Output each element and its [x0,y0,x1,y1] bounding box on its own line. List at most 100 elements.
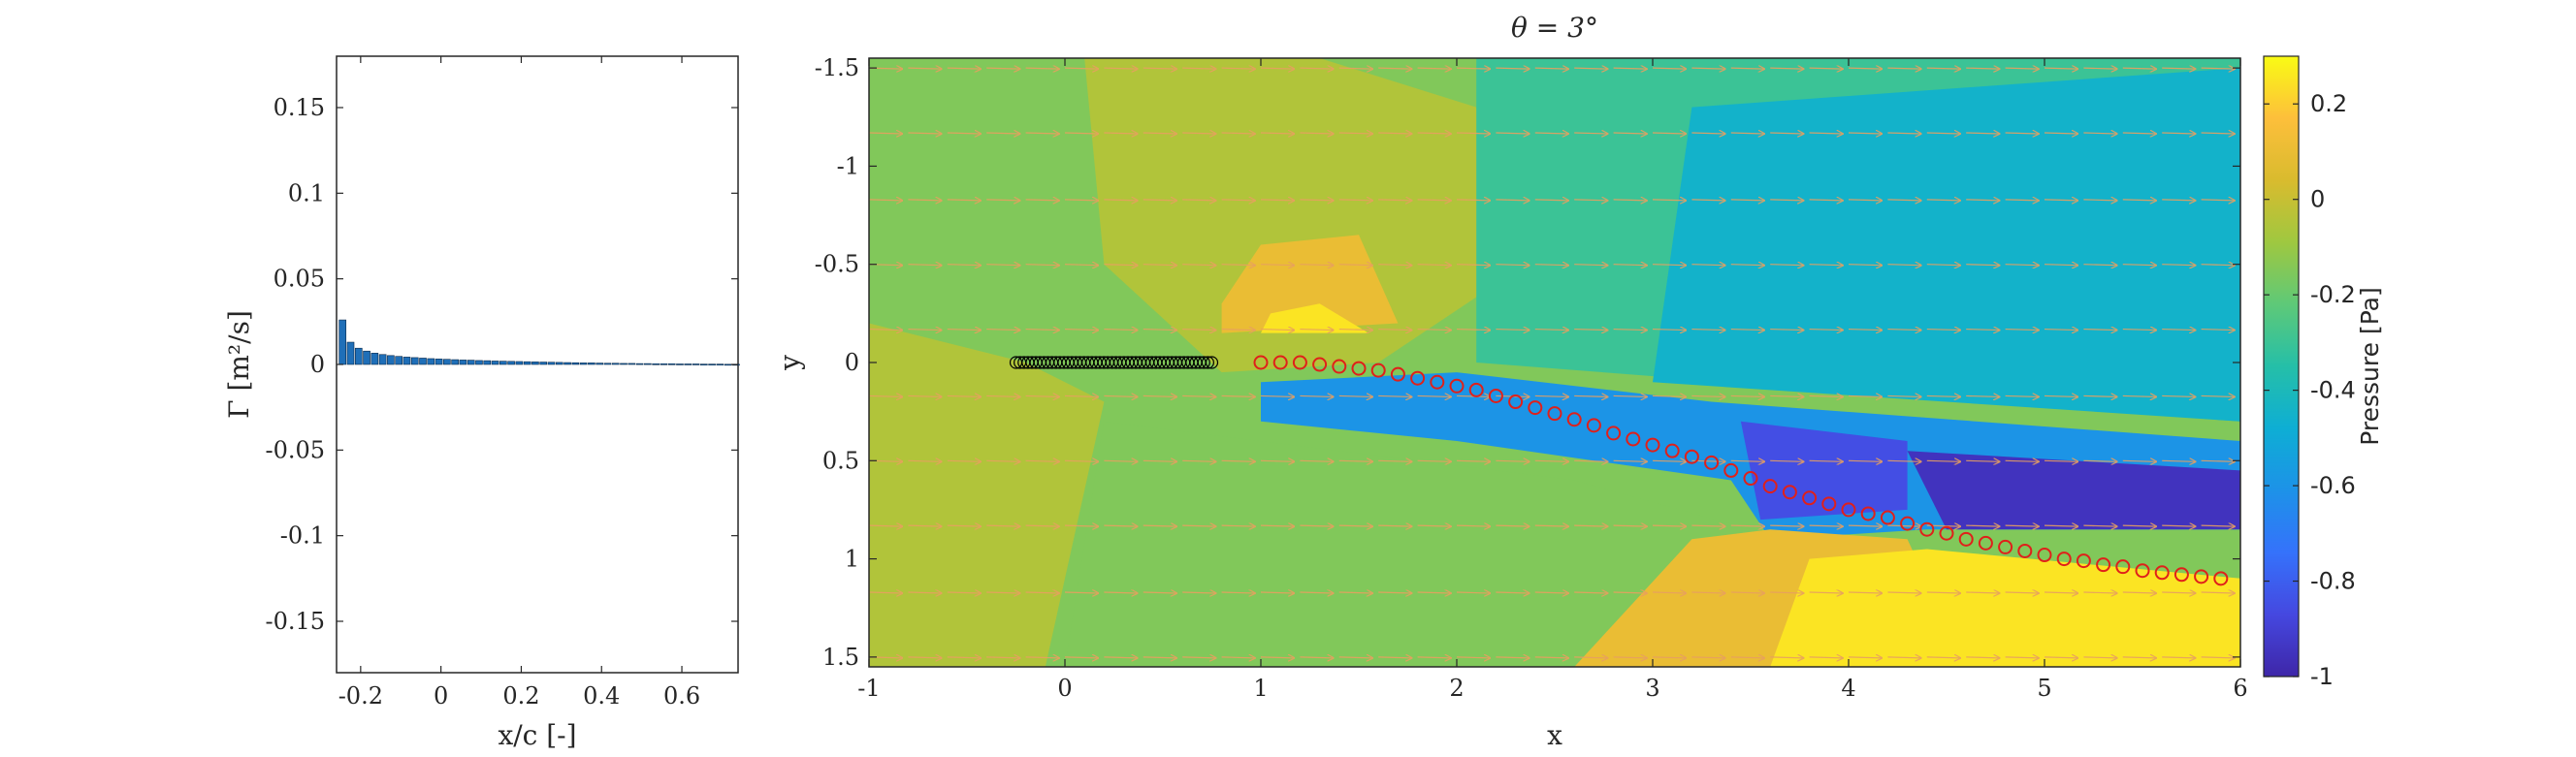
velocity-arrow [1025,657,1059,658]
velocity-arrow [1025,460,1059,461]
velocity-arrow [1926,68,1960,69]
velocity-arrow [947,460,981,461]
velocity-arrow [1300,657,1333,658]
velocity-arrow [1691,592,1724,593]
velocity-arrow [1848,133,1882,134]
velocity-arrow [1809,525,1843,526]
velocity-arrow [1378,657,1411,658]
wake-vortex [1626,431,1641,447]
velocity-arrow [1417,525,1451,526]
velocity-arrow [1652,525,1686,526]
wake-vortex [1704,455,1720,470]
velocity-arrow [1966,200,1999,201]
velocity-arrow [1809,592,1843,593]
x-tick-label: 0 [434,682,448,710]
velocity-arrow [908,68,941,69]
wake-vortex [2076,553,2091,569]
velocity-arrow [1221,657,1255,658]
velocity-arrow [1182,460,1215,461]
velocity-arrow [2083,460,2116,461]
wake-vortex [1528,400,1543,416]
velocity-arrow [1613,68,1647,69]
x-tick-label: -0.2 [338,682,383,710]
x-tick-label: 1 [1253,675,1268,702]
velocity-arrow [2162,330,2195,331]
velocity-arrow [2083,395,2116,396]
bar [579,363,588,365]
velocity-arrow [1064,395,1098,396]
velocity-arrow [1730,68,1764,69]
velocity-arrow [1652,133,1686,134]
velocity-arrow [1064,657,1098,658]
velocity-arrow [1926,133,1960,134]
velocity-arrow [947,657,981,658]
wake-vortex [1586,418,1601,433]
wake-vortex [1566,412,1582,427]
circulation-bar-chart: -0.2 0 0.2 0.4 0.6 0.15 0.1 0.05 0 -0.05 -0.1 -0.1… [223,55,740,751]
velocity-arrow [908,265,941,266]
velocity-arrow [1613,657,1647,658]
velocity-arrow [1064,525,1098,526]
velocity-arrow [1534,592,1568,593]
bar [354,347,363,365]
x-tick-label: 4 [1841,675,1855,702]
velocity-arrow [2083,592,2116,593]
velocity-arrow [1417,395,1451,396]
velocity-arrow [1417,68,1451,69]
wake-vortex [1645,437,1660,453]
bar [603,363,612,365]
velocity-arrow [2005,657,2039,658]
x-tick-label: 0.4 [583,682,620,710]
velocity-arrow [1534,525,1568,526]
wake-vortex [1468,382,1484,397]
velocity-arrow [1456,330,1490,331]
velocity-arrow [1143,525,1176,526]
velocity-arrow [1691,265,1724,266]
velocity-arrow [1730,133,1764,134]
velocity-arrow [1848,460,1882,461]
velocity-arrow [986,525,1019,526]
velocity-arrow [1378,133,1411,134]
velocity-arrow [2122,460,2156,461]
velocity-arrow [1300,200,1333,201]
y-tick-label: -1 [837,152,859,179]
velocity-arrow [1613,133,1647,134]
velocity-arrow [1926,330,1960,331]
bar [483,360,492,365]
wake-vortex [1332,359,1347,374]
velocity-arrow [1260,525,1294,526]
velocity-arrow [1338,200,1372,201]
x-tick-label: -1 [857,675,880,702]
velocity-arrow [1770,525,1803,526]
bar [451,359,459,365]
velocity-arrow [1338,395,1372,396]
wake-vortex [2017,543,2033,558]
velocity-arrow [1182,265,1215,266]
velocity-arrow [986,395,1019,396]
velocity-arrow [1338,330,1372,331]
y-tick-label: -0.1 [280,522,325,550]
velocity-arrow [1260,460,1294,461]
wake-vortex [1743,471,1758,487]
velocity-arrow [1613,330,1647,331]
velocity-arrow [1887,395,1920,396]
wake-vortex [1723,462,1739,478]
velocity-arrow [1104,592,1137,593]
velocity-arrow [1221,330,1255,331]
velocity-arrow [1887,657,1920,658]
velocity-arrow [1848,68,1882,69]
velocity-arrow [2005,395,2039,396]
velocity-arrow [1025,330,1059,331]
velocity-arrow [1926,460,1960,461]
right-x-axis-label: x [1547,719,1562,751]
wake-vortex [1351,361,1367,376]
velocity-arrow [1574,200,1607,201]
velocity-arrow [1496,592,1529,593]
wake-vortex [1547,406,1562,422]
velocity-arrow [1260,133,1294,134]
velocity-arrow [2122,265,2156,266]
velocity-arrow [1104,460,1137,461]
velocity-arrow [2162,395,2195,396]
velocity-arrow [1574,657,1607,658]
velocity-arrow [1221,133,1255,134]
